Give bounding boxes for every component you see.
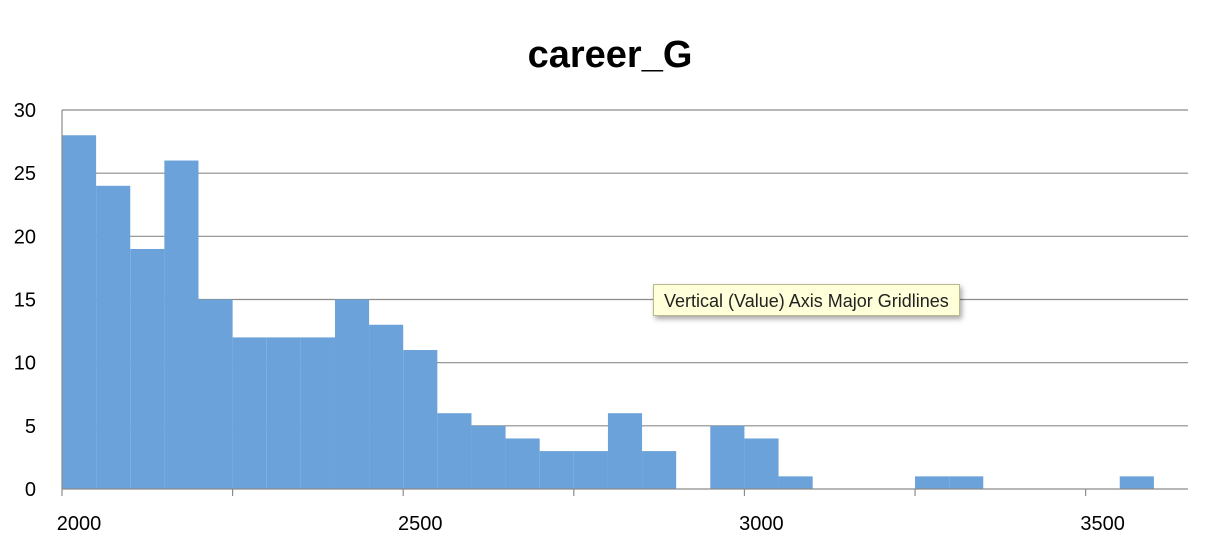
bar-7 xyxy=(300,337,335,489)
axes xyxy=(61,110,1188,496)
bar-12 xyxy=(471,425,506,489)
bar-1 xyxy=(96,185,131,490)
bar-31 xyxy=(1119,476,1154,489)
gridlines-tooltip: Vertical (Value) Axis Major Gridlines xyxy=(653,284,960,316)
bar-6 xyxy=(266,337,301,489)
x-axis-tick-labels: 2000 2500 3000 3500 xyxy=(57,513,1125,535)
bar-8 xyxy=(334,299,370,489)
x-tick-label-3: 3500 xyxy=(1080,513,1125,535)
bar-25 xyxy=(915,476,950,489)
bar-16 xyxy=(607,413,643,489)
y-tick-label-6: 30 xyxy=(14,100,36,122)
x-tick-label-2: 3000 xyxy=(739,513,784,535)
y-tick-label-0: 0 xyxy=(25,479,36,501)
bar-9 xyxy=(369,324,404,489)
bar-5 xyxy=(232,337,267,489)
y-tick-label-3: 15 xyxy=(14,290,36,312)
bar-14 xyxy=(539,451,574,489)
bar-13 xyxy=(505,438,540,489)
bar-3 xyxy=(164,160,199,490)
y-axis-tick-labels: 0 5 10 15 20 25 30 xyxy=(14,100,36,501)
bar-4 xyxy=(198,299,233,489)
bar-0 xyxy=(62,135,97,489)
y-tick-label-1: 5 xyxy=(25,416,36,438)
bar-20 xyxy=(744,438,779,489)
bar-26 xyxy=(949,476,984,489)
x-tick-label-1: 2500 xyxy=(398,513,443,535)
bar-2 xyxy=(130,248,165,489)
y-tick-label-2: 10 xyxy=(14,353,36,375)
bar-17 xyxy=(642,451,677,489)
x-tick-label-0: 2000 xyxy=(57,513,102,535)
histogram-bars xyxy=(62,135,1154,490)
bar-21 xyxy=(778,476,813,489)
y-tick-label-5: 25 xyxy=(14,163,36,185)
chart-title: career_G xyxy=(528,34,693,76)
bar-10 xyxy=(403,350,438,489)
bar-11 xyxy=(437,413,472,489)
bar-15 xyxy=(573,451,608,489)
y-tick-label-4: 20 xyxy=(14,226,36,248)
bar-19 xyxy=(710,425,745,489)
